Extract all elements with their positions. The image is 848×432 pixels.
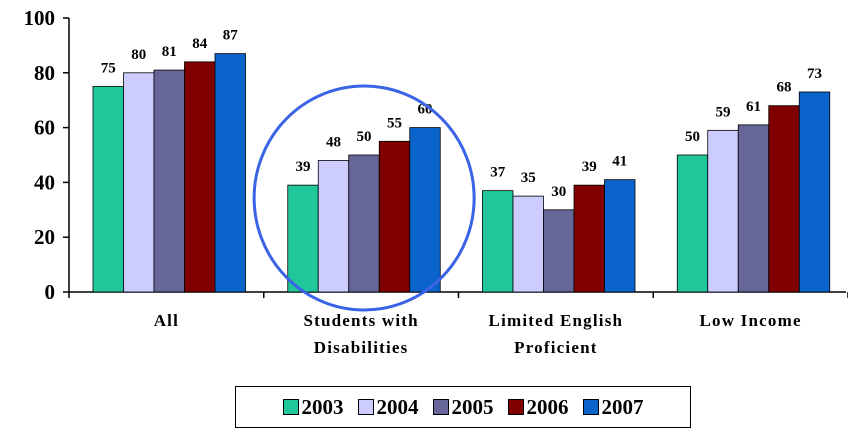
legend-item: 2003 [282, 394, 344, 420]
highlight-circle [252, 84, 476, 312]
bar [92, 86, 124, 293]
bar [573, 184, 605, 293]
legend-swatch [507, 399, 524, 415]
bar [214, 53, 246, 293]
y-tick-label: 60 [34, 116, 55, 140]
chart-legend: 2003 2004 2005 2006 2007 [235, 386, 691, 428]
bar [543, 209, 575, 293]
bar [184, 61, 216, 293]
legend-label: 2005 [451, 394, 494, 419]
bar [707, 129, 739, 293]
highlight-ellipse [252, 84, 476, 312]
legend-label: 2006 [526, 394, 569, 419]
legend-item: 2006 [507, 394, 569, 420]
bar [768, 105, 800, 293]
legend-item: 2007 [582, 394, 644, 420]
bar [737, 124, 770, 293]
bar [378, 140, 411, 293]
bar-value-label: 75 [101, 61, 116, 77]
bar-value-label: 84 [192, 36, 208, 52]
bar [153, 69, 185, 293]
legend-swatch [432, 399, 449, 415]
bar [317, 160, 350, 293]
bar [123, 72, 155, 293]
legend-label: 2003 [301, 394, 344, 419]
bar-value-label: 87 [223, 28, 239, 44]
bar-value-label: 59 [716, 104, 731, 120]
bar-value-label: 30 [551, 184, 566, 200]
bar [798, 91, 831, 293]
legend-swatch [282, 399, 299, 415]
legend-swatch [582, 399, 599, 415]
legend-label: 2004 [376, 394, 419, 419]
bar-value-label: 73 [807, 66, 822, 82]
bar-value-label: 39 [296, 159, 311, 175]
category-labels: All Students with Disabilities Limited Engl… [154, 311, 802, 357]
bar-value-label: 55 [387, 115, 402, 131]
bar [482, 190, 514, 293]
bar-value-label: 61 [746, 99, 761, 115]
bar-value-label: 39 [582, 159, 597, 175]
y-tick-label: 20 [34, 225, 55, 249]
bar-value-label: 41 [612, 154, 627, 170]
bar-value-label: 80 [131, 47, 146, 63]
bar-value-label: 68 [777, 80, 792, 96]
y-tick-label: 40 [34, 170, 55, 194]
category-label: Limited English [489, 311, 624, 330]
bar-value-label: 48 [326, 134, 341, 150]
bar-value-label: 50 [357, 129, 372, 145]
legend-item: 2005 [432, 394, 494, 420]
chart-bars [92, 53, 831, 293]
bar [348, 154, 380, 293]
bar-value-label: 50 [685, 129, 700, 145]
bar [409, 127, 441, 293]
category-label: Low Income [700, 311, 802, 330]
bar-value-label: 35 [521, 170, 536, 186]
bar [676, 154, 709, 293]
category-label: Disabilities [314, 338, 409, 357]
bar [512, 195, 544, 293]
y-tick-label: 0 [45, 280, 56, 304]
y-tick-label: 100 [24, 6, 56, 30]
category-label: All [154, 311, 179, 330]
y-tick-label: 80 [34, 61, 55, 85]
legend-item: 2004 [357, 394, 419, 420]
bar [604, 179, 636, 293]
legend-swatch [357, 399, 374, 415]
legend-label: 2007 [601, 394, 644, 419]
category-label: Students with [303, 311, 418, 330]
bar [287, 184, 319, 293]
bar-value-label: 81 [162, 44, 177, 60]
category-label: Proficient [514, 338, 597, 357]
bar-value-label: 37 [490, 165, 506, 181]
